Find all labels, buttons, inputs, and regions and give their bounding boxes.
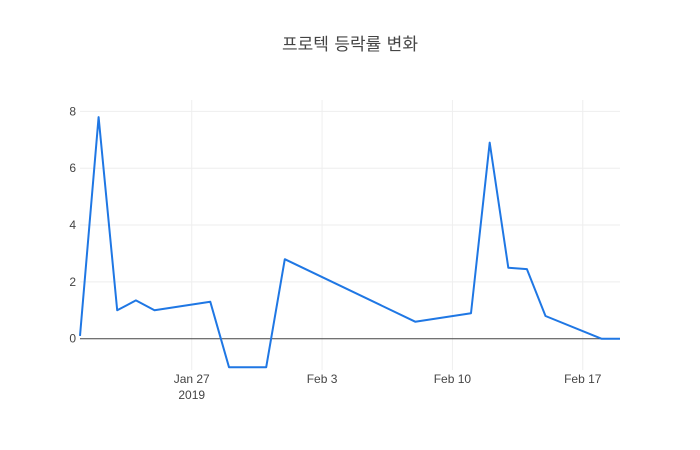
y-tick-label: 2 [69,275,76,289]
y-tick-label: 6 [69,161,76,175]
series-layer [79,116,620,369]
x-tick-label: Feb 3 [307,372,338,386]
x-tick-label: Jan 27 [174,372,210,386]
chart-title: 프로텍 등락률 변화 [282,35,418,55]
x-tick-label: Feb 17 [564,372,602,386]
axes: 0 2 4 6 8 Jan 27 2019 Feb 3 Feb 10 Feb 17 [69,104,620,402]
y-tick-label: 4 [69,218,76,232]
y-tick-label: 8 [69,104,76,118]
series-line [79,116,620,369]
y-tick-label: 0 [69,332,76,346]
x-tick-label: Feb 10 [434,372,472,386]
x-tick-year-label: 2019 [178,388,205,402]
grid [80,100,620,370]
